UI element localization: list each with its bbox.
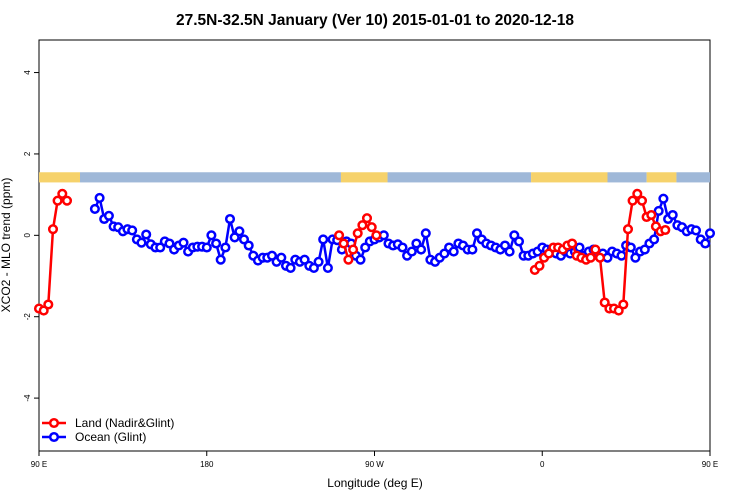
land-point [632,188,643,199]
ocean-point [649,234,660,245]
legend-item-ocean: Ocean (Glint) [42,430,146,444]
ocean-point [313,256,324,267]
ocean-point [355,254,366,265]
y-tick-label: 4 [23,70,32,75]
ocean-point [504,246,515,257]
ocean-series [89,192,716,273]
ocean-point [224,213,236,225]
ocean-point [89,203,100,214]
ocean-point [448,246,459,257]
ocean-point [653,205,664,216]
land-point [660,224,671,236]
ocean-point [285,262,296,273]
ocean-point [318,234,329,245]
x-tick-label: 90 E [31,460,47,469]
ocean-point [513,236,525,247]
land-point [567,238,578,249]
ocean-point [322,262,333,273]
ocean-point [700,238,711,249]
band-segment-ocean [607,172,647,183]
land-series [33,188,671,316]
ocean-point [704,228,716,239]
land-point [636,195,648,206]
ocean-point [94,192,105,203]
land-point [352,228,363,239]
ocean-point [215,254,226,265]
land-point [338,238,349,249]
land-point [622,224,634,235]
land-point [646,209,657,221]
land-point [43,299,54,310]
legend-item-land: Land (Nadir&Glint) [42,416,174,430]
ocean-point [658,193,669,204]
y-tick-label: 0 [23,233,32,238]
y-tick-label: -2 [23,313,32,321]
land-point [618,299,629,310]
land-point [534,260,545,271]
ocean-point [201,242,212,253]
land-point [52,195,63,206]
land-point [585,252,596,263]
band-segment-land [646,172,677,183]
land-point [366,222,377,233]
y-axis-label: XCO2 - MLO trend (ppm) [0,178,13,313]
land-point [343,254,354,265]
band-segment-land [39,172,81,183]
land-point [61,195,73,206]
land-point [590,244,601,255]
land-point [371,230,382,241]
land-ocean-band [39,172,710,183]
y-tick-label: 2 [23,151,32,156]
land-point [348,244,359,255]
ocean-point [574,242,585,253]
band-segment-ocean [387,172,532,183]
land-point [47,224,59,235]
ocean-point [420,228,431,239]
legend-ocean-marker [48,431,60,443]
ocean-point [136,237,147,248]
x-tick-label: 180 [200,460,214,469]
ocean-point [416,244,427,255]
ocean-point [127,225,138,236]
ocean-point [141,229,152,240]
x-axis: 90 E 180 90 W 0 90 E [31,451,718,469]
ocean-point [690,225,702,236]
land-point [594,252,606,263]
ocean-point [211,238,222,249]
ocean-point [234,226,245,237]
legend-land-marker [48,417,60,429]
land-point [357,220,368,231]
legend-land-label: Land (Nadir&Glint) [75,416,174,430]
ocean-point [206,230,217,241]
ocean-point [467,244,478,255]
band-segment-land [340,172,388,183]
y-tick-label: -4 [23,394,32,402]
ocean-point [178,237,189,248]
ocean-point [276,252,287,263]
land-point [334,230,345,241]
legend-ocean-label: Ocean (Glint) [75,430,146,444]
land-point [627,195,638,206]
ocean-point [243,240,254,251]
legend: Land (Nadir&Glint) Ocean (Glint) [42,416,174,444]
band-segment-land [531,172,608,183]
ocean-point [103,210,114,221]
x-tick-label: 90 E [702,460,718,469]
chart-title: 27.5N-32.5N January (Ver 10) 2015-01-01 … [176,12,574,29]
ocean-point [616,250,627,261]
land-point [361,213,373,224]
ocean-point [397,242,408,253]
y-axis: 4 2 0 -2 -4 [23,70,39,402]
ocean-point [667,209,678,221]
x-axis-label: Longitude (deg E) [327,476,422,490]
land-line [38,192,69,312]
x-tick-label: 90 W [365,460,384,469]
x-tick-label: 0 [540,460,545,469]
band-segment-ocean [676,172,710,183]
ocean-point [220,242,231,253]
band-segment-ocean [80,172,341,183]
land-point [57,188,68,199]
ocean-point [406,246,417,257]
